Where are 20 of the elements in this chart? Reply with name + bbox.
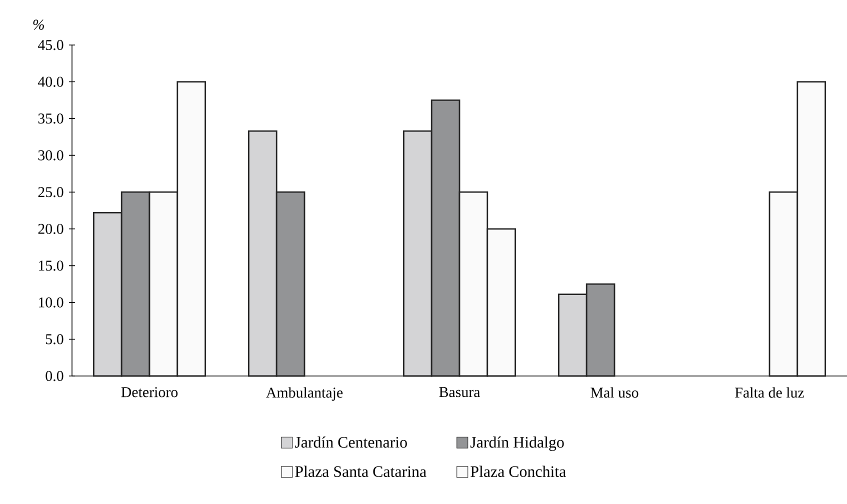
y-tick-label: 40.0 bbox=[38, 76, 64, 87]
y-tick-label: 5.0 bbox=[46, 334, 64, 344]
x-tick-label: Ambulantaje bbox=[266, 387, 343, 401]
x-tick-label: Falta de luz bbox=[735, 387, 804, 398]
legend-label: Plaza Santa Catarina bbox=[295, 466, 426, 477]
y-tick-label: 10.0 bbox=[38, 297, 64, 308]
y-tick-label: 25.0 bbox=[38, 187, 64, 198]
y-tick-label: 30.0 bbox=[38, 150, 64, 160]
legend-label: Jardín Centenario bbox=[294, 436, 407, 448]
x-tick-label: Basura bbox=[439, 387, 480, 398]
y-tick-label: 15.0 bbox=[38, 260, 64, 271]
y-tick-label: 0.0 bbox=[46, 370, 64, 382]
x-tick-label: Mal uso bbox=[590, 387, 638, 398]
y-axis-title: % bbox=[33, 20, 44, 30]
y-tick-label: 45.0 bbox=[38, 40, 64, 50]
y-tick-label: 20.0 bbox=[38, 224, 64, 234]
legend-label: Jardín Hidalgo bbox=[470, 436, 564, 451]
y-tick-label: 35.0 bbox=[38, 113, 64, 124]
legend-label: Plaza Conchita bbox=[470, 466, 566, 477]
x-tick-label: Deterioro bbox=[121, 387, 178, 398]
